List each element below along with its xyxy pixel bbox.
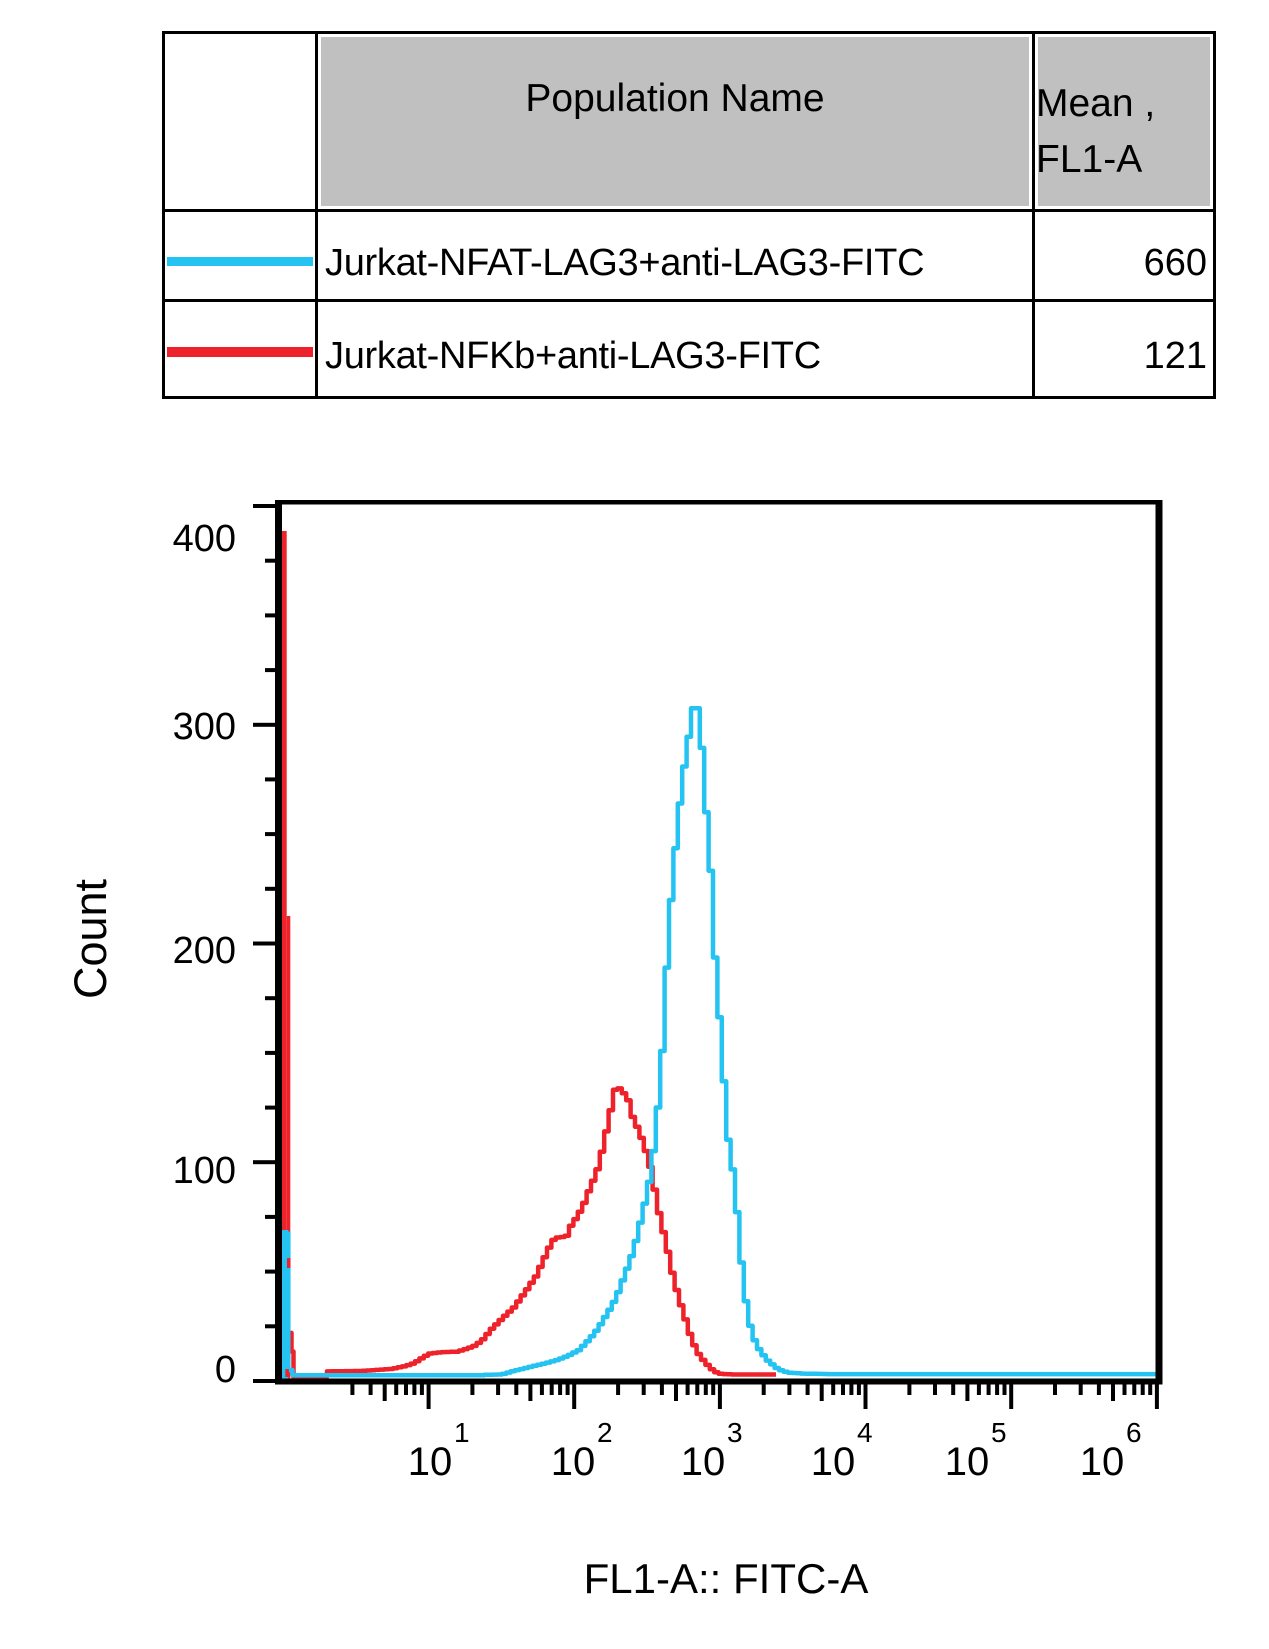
svg-text:4: 4 bbox=[857, 1417, 873, 1448]
svg-text:200: 200 bbox=[173, 930, 236, 972]
svg-text:1: 1 bbox=[454, 1417, 470, 1448]
svg-text:10: 10 bbox=[945, 1440, 990, 1484]
svg-text:FL1-A:: FITC-A: FL1-A:: FITC-A bbox=[584, 1555, 869, 1602]
svg-text:10: 10 bbox=[811, 1440, 856, 1484]
svg-text:300: 300 bbox=[173, 706, 236, 748]
svg-text:10: 10 bbox=[1080, 1440, 1125, 1484]
svg-text:10: 10 bbox=[681, 1440, 726, 1484]
svg-text:2: 2 bbox=[597, 1417, 613, 1448]
svg-text:6: 6 bbox=[1126, 1417, 1142, 1448]
svg-text:5: 5 bbox=[991, 1417, 1007, 1448]
svg-text:10: 10 bbox=[551, 1440, 596, 1484]
svg-text:10: 10 bbox=[408, 1440, 453, 1484]
svg-text:3: 3 bbox=[727, 1417, 743, 1448]
svg-text:400: 400 bbox=[173, 518, 236, 560]
svg-text:Count: Count bbox=[65, 878, 116, 999]
svg-text:0: 0 bbox=[215, 1349, 236, 1391]
svg-text:100: 100 bbox=[173, 1150, 236, 1192]
